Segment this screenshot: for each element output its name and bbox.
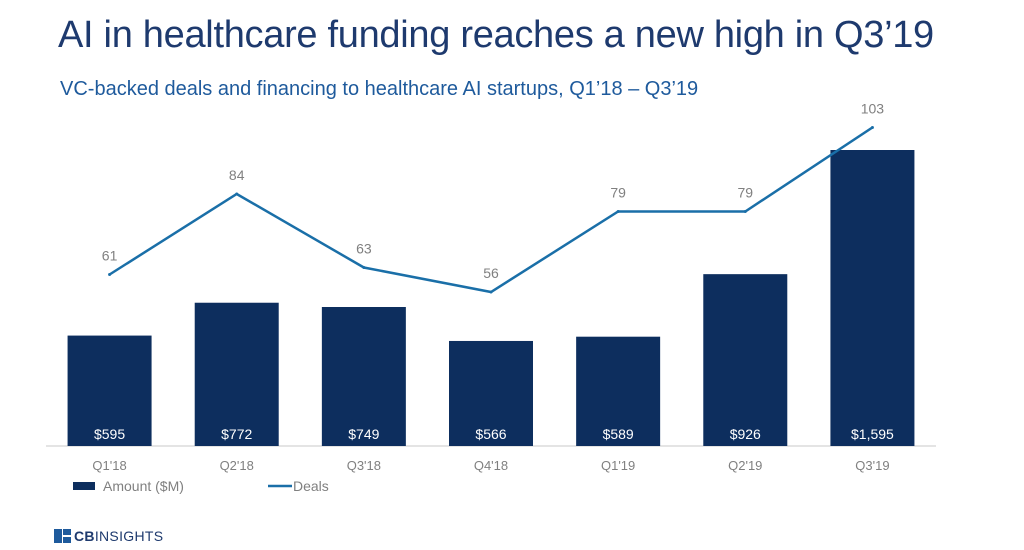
bar-amount bbox=[830, 150, 915, 446]
bar-value-label: $1,595 bbox=[851, 426, 894, 442]
deals-value-label: 79 bbox=[737, 185, 753, 201]
cbinsights-logo-text: CBINSIGHTS bbox=[74, 528, 164, 544]
deals-point bbox=[743, 210, 747, 213]
x-tick-label: Q2'19 bbox=[728, 458, 762, 473]
deals-value-label: 63 bbox=[356, 241, 372, 257]
bar-value-label: $589 bbox=[603, 426, 634, 442]
bar-amount bbox=[321, 307, 406, 446]
deals-value-label: 56 bbox=[483, 265, 499, 281]
x-tick-label: Q3'18 bbox=[347, 458, 381, 473]
deals-value-label: 79 bbox=[610, 185, 626, 201]
x-tick-label: Q4'18 bbox=[474, 458, 508, 473]
bar-value-label: $749 bbox=[348, 426, 379, 442]
deals-point bbox=[616, 210, 620, 213]
bar-amount bbox=[703, 274, 788, 446]
bar-amount bbox=[67, 335, 152, 446]
deals-point bbox=[489, 290, 493, 294]
chart-title: AI in healthcare funding reaches a new h… bbox=[58, 14, 934, 56]
bar-amount bbox=[576, 336, 661, 446]
cbinsights-logo: CBINSIGHTS bbox=[54, 528, 163, 544]
deals-point bbox=[108, 273, 112, 276]
deals-value-label: 103 bbox=[861, 101, 885, 117]
bar-value-label: $926 bbox=[730, 426, 761, 442]
deals-point bbox=[362, 266, 366, 269]
bar-amount bbox=[449, 340, 533, 446]
chart-subtitle: VC-backed deals and financing to healthc… bbox=[60, 78, 699, 100]
deals-point bbox=[235, 192, 239, 196]
x-tick-label: Q1'19 bbox=[601, 458, 635, 473]
legend-label-deals: Deals bbox=[293, 478, 329, 494]
bar-value-label: $595 bbox=[94, 426, 125, 442]
legend-swatch-amount bbox=[73, 482, 95, 490]
cbinsights-logo-icon bbox=[54, 529, 72, 543]
x-tick-label: Q2'18 bbox=[220, 458, 254, 473]
bar-value-label: $772 bbox=[221, 426, 252, 442]
x-tick-label: Q3'19 bbox=[855, 458, 889, 473]
deals-value-label: 84 bbox=[229, 167, 245, 183]
legend-label-amount: Amount ($M) bbox=[103, 478, 184, 494]
deals-value-label: 61 bbox=[102, 248, 118, 264]
deals-point bbox=[870, 126, 874, 129]
bar-value-label: $566 bbox=[475, 426, 506, 442]
x-tick-label: Q1'18 bbox=[92, 458, 126, 473]
bar-amount bbox=[194, 302, 279, 446]
